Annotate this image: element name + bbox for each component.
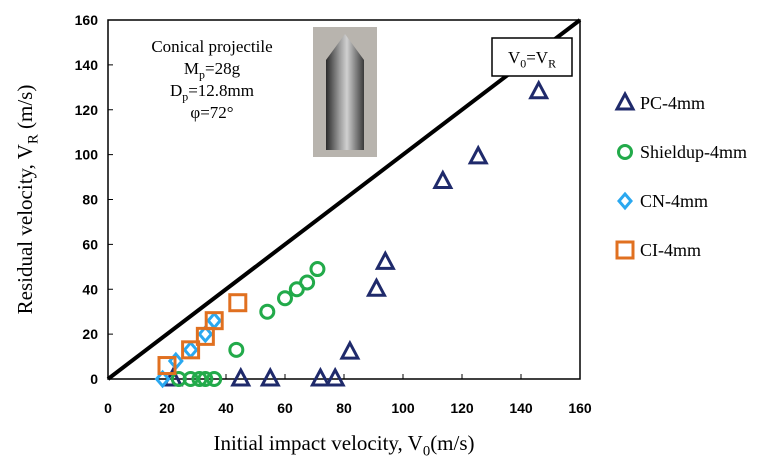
x-tick-label: 80 <box>336 400 352 416</box>
reference-label: V0=VR <box>508 48 556 70</box>
y-tick-label: 0 <box>90 371 98 387</box>
marker <box>206 371 223 387</box>
y-tick-label: 40 <box>82 281 98 297</box>
text: M <box>184 59 199 78</box>
y-tick-label: 160 <box>75 12 99 28</box>
marker <box>181 340 201 360</box>
x-tick-label: 160 <box>568 400 592 416</box>
annotation: Mp=28g <box>184 59 241 81</box>
text: Conical projectile <box>151 37 272 56</box>
marker <box>528 79 550 100</box>
y-tick-label: 120 <box>75 102 99 118</box>
x-tick-label: 20 <box>159 400 175 416</box>
x-tick-label: 60 <box>277 400 293 416</box>
marker <box>259 366 281 387</box>
text: (m/s) <box>430 431 474 455</box>
annotation: Dp=12.8mm <box>170 81 254 103</box>
marker <box>182 340 199 360</box>
y-tick-label: 60 <box>82 236 98 252</box>
marker <box>277 290 293 307</box>
annotation: Conical projectile <box>151 37 272 56</box>
marker <box>197 371 214 387</box>
subscript: R <box>548 56 556 70</box>
legend-marker <box>617 144 633 160</box>
marker <box>365 277 387 297</box>
marker <box>228 293 248 313</box>
x-tick-label: 140 <box>509 400 533 416</box>
x-tick-label: 100 <box>391 400 415 416</box>
marker <box>374 250 396 270</box>
legend-label: CI-4mm <box>640 240 701 260</box>
marker <box>154 369 171 389</box>
subscript: p <box>199 67 205 81</box>
legend-label: Shieldup-4mm <box>640 142 747 162</box>
marker <box>467 144 489 165</box>
subscript: p <box>182 89 188 103</box>
y-tick-label: 80 <box>82 192 98 208</box>
marker <box>191 371 208 387</box>
marker <box>299 274 316 291</box>
text: =12.8mm <box>188 81 254 100</box>
marker <box>206 311 223 330</box>
reference-line <box>106 18 582 381</box>
text: V <box>508 48 521 67</box>
marker <box>228 341 245 358</box>
text: =28g <box>205 59 241 78</box>
marker <box>204 311 224 331</box>
marker <box>432 169 454 190</box>
marker <box>197 324 214 344</box>
legend-marker <box>614 90 636 111</box>
x-tick-label: 0 <box>104 400 112 416</box>
marker <box>324 366 346 387</box>
annotation: φ=72° <box>190 103 233 122</box>
x-tick-label: 40 <box>218 400 234 416</box>
y-tick-label: 20 <box>82 326 98 342</box>
marker <box>259 303 276 320</box>
y-axis-label: Residual velocity, VR (m/s) <box>13 85 41 315</box>
text: D <box>170 81 182 100</box>
y-tick-label: 100 <box>75 147 99 163</box>
text: φ=72° <box>190 103 233 122</box>
marker <box>309 261 326 278</box>
text: =V <box>526 48 549 67</box>
marker <box>309 366 331 387</box>
subscript: R <box>25 134 41 144</box>
marker <box>182 371 199 387</box>
subscript: 0 <box>520 56 526 70</box>
y-tick-label: 140 <box>75 57 99 73</box>
text: Initial impact velocity, V <box>213 431 422 455</box>
subscript: 0 <box>423 443 430 458</box>
marker <box>157 356 177 376</box>
projectile-photo <box>313 27 377 157</box>
marker <box>339 339 361 360</box>
marker <box>230 366 252 387</box>
legend-marker <box>615 240 635 260</box>
legend-marker <box>617 191 633 211</box>
reference-label-box <box>491 37 573 77</box>
text: (m/s) <box>13 85 37 135</box>
x-tick-label: 120 <box>450 400 474 416</box>
text: Residual velocity, V <box>13 144 37 314</box>
legend-label: CN-4mm <box>640 191 708 211</box>
x-axis-label: Initial impact velocity, V0(m/s) <box>213 431 474 458</box>
legend-label: PC-4mm <box>640 93 705 113</box>
